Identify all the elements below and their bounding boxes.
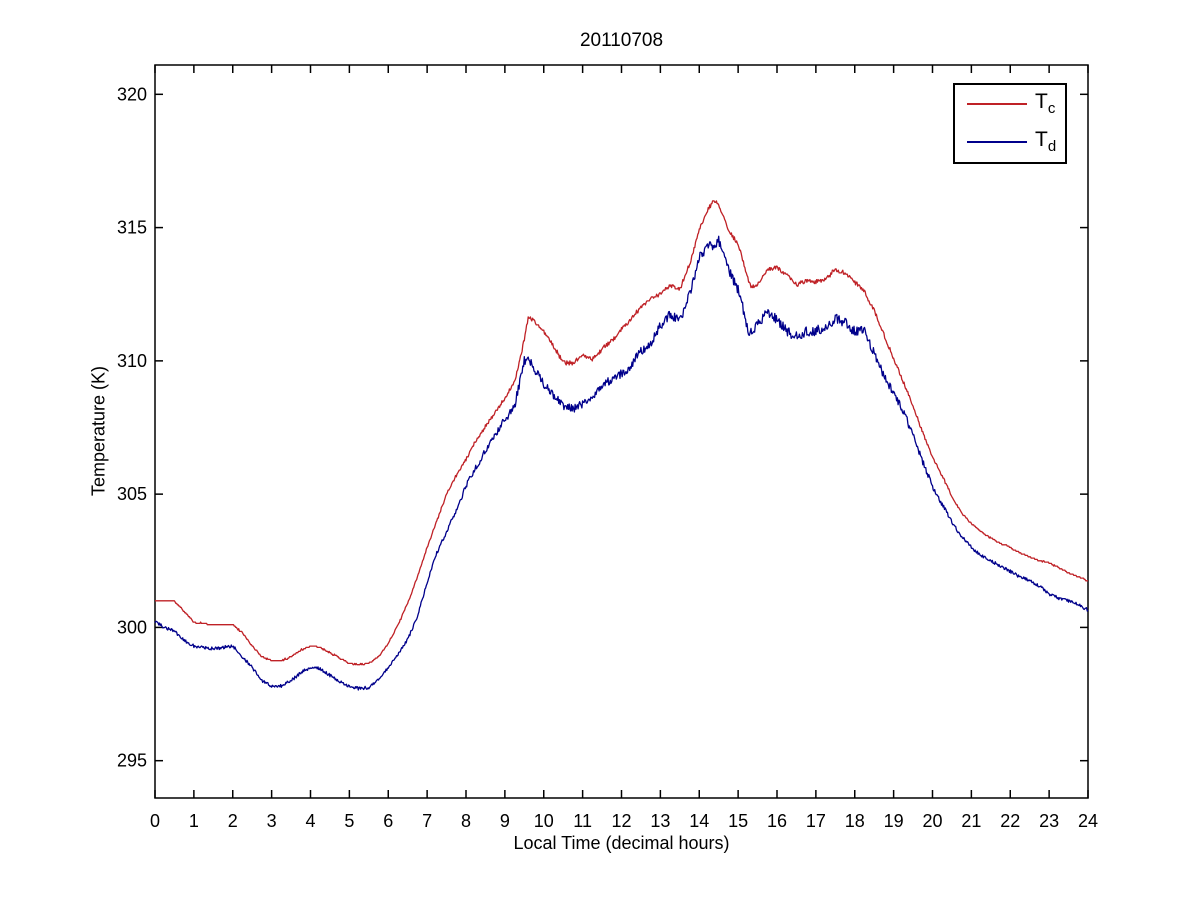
x-axis-ticks: 0 1 2 3 4 5 6 7 8 9 10 11 12 13 14 15 16 17 18 19 20 21 22 23 24 [150,65,1098,831]
x-tick-label: 14 [689,811,709,831]
x-tick-label: 10 [534,811,554,831]
x-tick-label: 16 [767,811,787,831]
x-tick-label: 13 [650,811,670,831]
y-tick-label: 305 [117,484,147,504]
x-tick-label: 7 [422,811,432,831]
x-tick-label: 15 [728,811,748,831]
x-tick-label: 17 [806,811,826,831]
y-tick-label: 295 [117,751,147,771]
legend-box: Tc Td [953,83,1067,164]
x-tick-label: 12 [611,811,631,831]
legend-entry-td: Td [955,123,1065,161]
legend-entry-tc: Tc [955,85,1065,123]
x-tick-label: 5 [344,811,354,831]
x-tick-label: 1 [189,811,199,831]
x-tick-label: 21 [961,811,981,831]
x-tick-label: 0 [150,811,160,831]
x-tick-label: 20 [922,811,942,831]
x-tick-label: 18 [845,811,865,831]
y-tick-label: 320 [117,84,147,104]
y-tick-label: 315 [117,218,147,238]
x-tick-label: 9 [500,811,510,831]
x-tick-label: 19 [884,811,904,831]
x-tick-label: 11 [573,811,592,831]
series-Td-line [154,235,1089,691]
x-axis-label: Local Time (decimal hours) [513,833,730,853]
x-tick-label: 23 [1039,811,1059,831]
x-tick-label: 24 [1078,811,1098,831]
x-tick-label: 8 [461,811,471,831]
plot-border [154,64,1089,799]
x-tick-label: 4 [305,811,315,831]
td-line-swatch [967,141,1027,143]
y-tick-label: 300 [117,617,147,637]
y-tick-label: 310 [117,351,147,371]
x-tick-label: 3 [267,811,277,831]
series-Tc-line [155,200,1088,666]
x-tick-label: 22 [1000,811,1020,831]
x-tick-label: 6 [383,811,393,831]
tc-line-swatch [967,103,1027,105]
y-axis-ticks: 295 300 305 310 315 320 [117,84,1088,771]
legend-label-tc: Tc [1035,90,1056,118]
legend-label-td: Td [1035,128,1057,156]
chart-title: 20110708 [579,30,664,51]
x-tick-label: 2 [228,811,238,831]
